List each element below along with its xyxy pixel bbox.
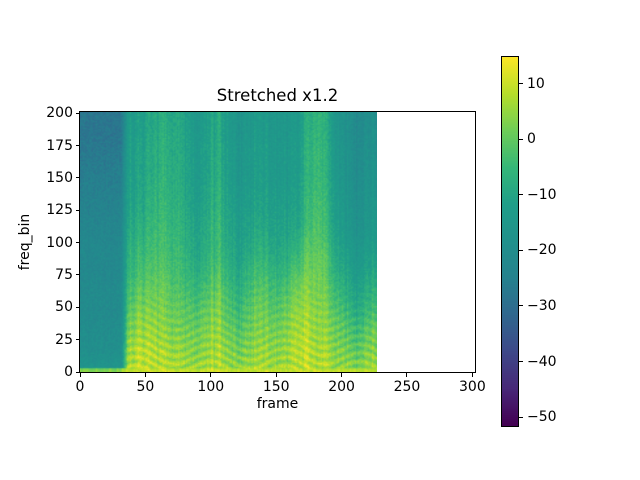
x-tick-label: 250 [393, 379, 421, 395]
y-tick-label: 150 [46, 169, 73, 186]
y-tick-label: 200 [46, 105, 73, 122]
y-tick-mark [75, 274, 79, 276]
chart-title: Stretched x1.2 [216, 86, 339, 105]
colorbar-tick-mark [519, 305, 523, 307]
y-tick-mark [75, 242, 79, 244]
plot-area [79, 111, 476, 373]
y-tick-mark [75, 177, 79, 179]
y-tick-label: 75 [55, 266, 73, 283]
y-tick-label: 50 [55, 299, 73, 316]
y-tick-mark [75, 339, 79, 341]
colorbar-tick-label: −20 [527, 242, 557, 259]
y-tick-mark [75, 306, 79, 308]
x-tick-mark [144, 373, 146, 377]
colorbar-tick-mark [519, 138, 523, 140]
y-tick-label: 100 [46, 234, 73, 251]
x-tick-label: 300 [459, 379, 486, 395]
colorbar-tick-mark [519, 194, 523, 196]
x-tick-mark [341, 373, 343, 377]
x-tick-mark [406, 373, 408, 377]
spectrogram-heatmap [80, 112, 377, 372]
x-tick-label: 0 [75, 379, 85, 395]
x-tick-label: 100 [197, 379, 225, 395]
y-tick-label: 125 [46, 202, 73, 219]
y-axis-label: freq_bin [17, 213, 33, 271]
colorbar-gradient [501, 56, 519, 427]
y-tick-mark [75, 145, 79, 147]
y-tick-label: 0 [64, 364, 73, 380]
x-tick-mark [210, 373, 212, 377]
colorbar-tick-label: 10 [527, 75, 545, 92]
colorbar-tick-mark [519, 416, 523, 418]
x-tick-mark [471, 373, 473, 377]
colorbar-tick-label: 0 [527, 131, 536, 148]
colorbar-tick-mark [519, 361, 523, 363]
x-tick-label: 150 [262, 379, 290, 395]
x-tick-mark [79, 373, 81, 377]
y-tick-mark [75, 209, 79, 211]
colorbar-tick-label: −30 [527, 297, 557, 314]
y-tick-label: 25 [55, 331, 73, 348]
colorbar-tick-label: −40 [527, 353, 557, 370]
colorbar-tick-label: −10 [527, 186, 557, 203]
colorbar-tick-mark [519, 249, 523, 251]
colorbar-tick-label: −50 [527, 409, 557, 426]
x-tick-label: 200 [328, 379, 355, 395]
x-tick-label: 50 [136, 379, 155, 395]
x-tick-mark [275, 373, 277, 377]
y-tick-mark [75, 371, 79, 373]
colorbar-tick-mark [519, 83, 523, 85]
y-tick-mark [75, 112, 79, 114]
y-tick-label: 175 [46, 137, 73, 154]
x-axis-label: frame [256, 396, 299, 412]
